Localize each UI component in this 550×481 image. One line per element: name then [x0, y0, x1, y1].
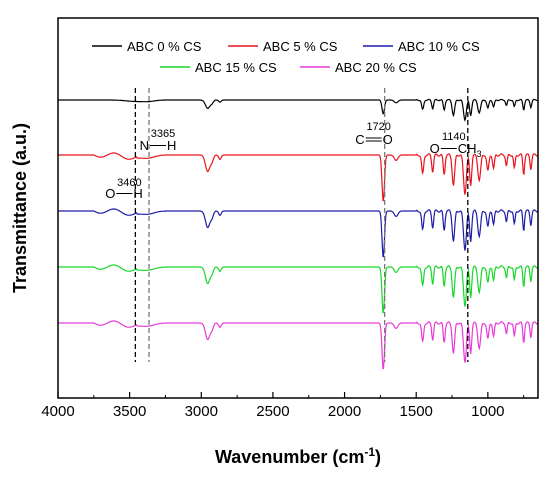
spectrum-line — [58, 208, 538, 258]
legend-label: ABC 10 % CS — [398, 39, 480, 54]
legend-label: ABC 5 % CS — [263, 39, 338, 54]
x-axis-ticks: 4000 3500 3000 2500 2000 1500 1000 — [41, 392, 525, 420]
x-tick-label: 3000 — [185, 403, 218, 420]
legend-label: ABC 0 % CS — [127, 39, 202, 54]
spectrum-line — [58, 320, 538, 370]
x-tick-label: 2500 — [256, 403, 289, 420]
bond-right-atom: H — [133, 186, 142, 201]
peak-number: 3365 — [151, 128, 175, 140]
bond-right-atom: O — [383, 132, 393, 147]
reference-lines — [134, 88, 469, 362]
y-axis-title: Transmittance (a.u.) — [10, 123, 30, 293]
legend: ABC 0 % CS ABC 5 % CS ABC 10 % CS ABC 15 % … — [92, 39, 480, 75]
bond-left-atom: O — [430, 141, 440, 156]
peak-number: 1720 — [366, 121, 390, 133]
x-tick-label: 4000 — [41, 403, 74, 420]
legend-label: ABC 20 % CS — [335, 60, 417, 75]
peak-number: 3460 — [117, 177, 141, 189]
bond-right-atom: H — [167, 138, 176, 153]
bond-left-atom: N — [140, 138, 149, 153]
spectrum-line — [58, 264, 538, 314]
bond-right-atom: CH3 — [458, 141, 482, 159]
x-tick-label: 1000 — [471, 403, 504, 420]
x-tick-label: 2000 — [328, 403, 361, 420]
bond-left-atom: O — [105, 186, 115, 201]
bond-subscript: 3 — [477, 149, 482, 159]
plot-frame — [57, 17, 539, 399]
x-axis-title: Wavenumber (cm-1) — [215, 445, 381, 467]
x-tick-label: 1500 — [400, 403, 433, 420]
x-tick-label: 3500 — [113, 403, 146, 420]
legend-label: ABC 15 % CS — [195, 60, 277, 75]
spectra-group — [58, 98, 538, 370]
spectrum-line — [58, 152, 538, 202]
bond-left-atom: C — [355, 132, 364, 147]
spectrum-line — [58, 98, 538, 122]
peak-number: 1140 — [442, 131, 466, 143]
